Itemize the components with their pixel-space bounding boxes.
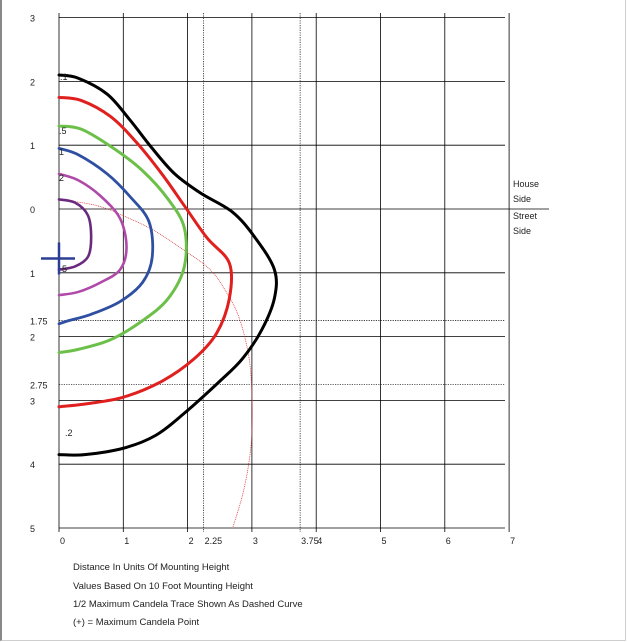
contour-value-label: .5 (59, 126, 67, 136)
isolux-curve-purple (57, 198, 93, 271)
x-tick-label: 3.75 (301, 536, 319, 546)
x-tick-label: 4 (317, 536, 322, 546)
house-side-label: Side (513, 194, 531, 204)
note-distance: Distance In Units Of Mounting Height (73, 562, 230, 573)
isolux-curve-magenta (57, 172, 128, 297)
contour-value-label: .2 (65, 428, 73, 438)
isolux-curve-green (57, 124, 188, 355)
isolux-curve-blue (57, 146, 155, 326)
x-tick-label: 1 (124, 536, 129, 546)
x-tick-label: 6 (446, 536, 451, 546)
note-mounting-height: Values Based On 10 Foot Mounting Height (73, 581, 253, 592)
y-tick-label: 2 (30, 333, 35, 343)
y-tick-label: 1 (30, 269, 35, 279)
contour-value-label: 5 (62, 264, 67, 274)
x-tick-label: 2 (189, 536, 194, 546)
house-side-label: House (513, 179, 539, 189)
x-tick-label: 5 (382, 536, 387, 546)
y-tick-label: 3 (30, 14, 35, 24)
y-tick-label: 1.75 (30, 317, 48, 327)
isolux-curve-black (57, 73, 278, 457)
y-tick-label: 5 (30, 524, 35, 534)
street-side-label: Street (513, 211, 538, 221)
note-max-point: (+) = Maximum Candela Point (73, 617, 200, 628)
y-tick-label: 4 (30, 460, 35, 470)
contour-value-label: 2 (59, 173, 64, 183)
contour-value-label: 1 (59, 147, 64, 157)
x-tick-label: 3 (253, 536, 258, 546)
x-tick-label: 0 (60, 536, 65, 546)
x-tick-label: 2.25 (205, 536, 223, 546)
contour-value-label: .1 (60, 72, 68, 82)
note-trace: 1/2 Maximum Candela Trace Shown As Dashe… (73, 599, 303, 610)
y-tick-label: 2 (30, 77, 35, 87)
y-tick-label: 0 (30, 205, 35, 215)
y-tick-label: 1 (30, 141, 35, 151)
street-side-label: Side (513, 226, 531, 236)
x-tick-label: 7 (510, 536, 515, 546)
y-tick-label: 3 (30, 396, 35, 406)
isolux-curve-red (57, 95, 234, 409)
y-tick-label: 2.75 (30, 380, 48, 390)
half-max-candela-trace (58, 199, 253, 529)
